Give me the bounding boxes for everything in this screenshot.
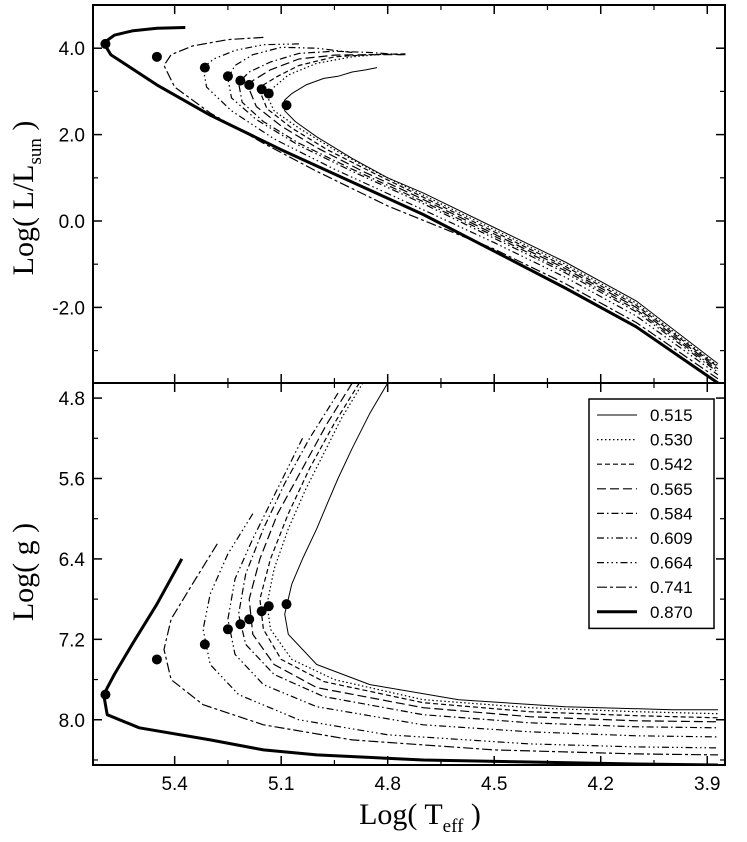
y-axis-label-luminosity-main: Log( L/L <box>7 165 40 276</box>
series-marker-0.542 <box>256 606 267 617</box>
series-marker-0.609 <box>222 624 233 635</box>
legend-label-0.741: 0.741 <box>650 578 693 597</box>
legend-label-0.565: 0.565 <box>650 480 693 499</box>
x-axis-label-main: Log( T <box>359 798 443 831</box>
x-axis-label-sub: eff <box>443 816 464 837</box>
y-tick-label: 0.0 <box>59 212 85 233</box>
y-tick-label: -2.0 <box>52 298 85 319</box>
series-line-0.609 <box>227 46 719 373</box>
series-line-0.664 <box>202 43 719 376</box>
x-axis-label-end: ) <box>463 798 481 831</box>
y-axis-label-luminosity-sub: sun <box>25 138 46 165</box>
series-marker-0.870 <box>100 38 111 49</box>
series-line-0.584 <box>238 392 718 729</box>
series-line-0.609 <box>227 438 718 738</box>
series-marker-0.741 <box>151 654 162 665</box>
series-marker-0.515 <box>281 100 292 111</box>
surface-gravity-panel: 5.4 5.1 4.8 4.5 4.2 3.94.85.66.47.28.00.5150.… <box>59 382 726 795</box>
series-marker-0.565 <box>244 79 255 90</box>
series-marker-0.870 <box>100 689 111 700</box>
legend: 0.515 0.530 0.542 0.565 0.584 0.609 0.664 0.741… <box>588 398 715 630</box>
series-marker-0.530 <box>263 601 274 612</box>
series-marker-0.609 <box>222 71 233 82</box>
series-line-0.664 <box>202 513 718 749</box>
y-tick-label: 4.0 <box>59 39 85 60</box>
series-marker-0.565 <box>244 614 255 625</box>
legend-label-0.664: 0.664 <box>650 554 693 573</box>
series-line-0.542 <box>259 53 719 368</box>
legend-box <box>588 398 715 630</box>
x-tick-label: 4.5 <box>481 774 507 795</box>
legend-label-0.542: 0.542 <box>650 455 693 474</box>
x-tick-label: 4.2 <box>588 774 614 795</box>
y-axis-label-luminosity-end: ) <box>7 121 40 139</box>
series-group <box>102 26 719 383</box>
y-tick-label: 5.6 <box>59 470 85 491</box>
series-line-0.515 <box>284 383 718 711</box>
series-line-0.870 <box>102 26 719 383</box>
series-line-0.741 <box>163 543 718 756</box>
y-tick-label: 8.0 <box>59 711 85 732</box>
legend-label-0.530: 0.530 <box>650 431 693 450</box>
luminosity-panel: 4.0 2.0 0.0 -2.0 <box>52 4 726 384</box>
series-line-0.515 <box>284 67 719 364</box>
y-tick-label: 2.0 <box>59 126 85 147</box>
series-marker-0.664 <box>199 639 210 650</box>
series-marker-0.664 <box>199 62 210 73</box>
series-marker-0.515 <box>281 599 292 610</box>
legend-label-0.870: 0.870 <box>650 603 693 622</box>
series-line-0.565 <box>248 54 719 370</box>
legend-label-0.609: 0.609 <box>650 529 693 548</box>
series-line-0.584 <box>238 50 719 371</box>
plot-frame <box>92 4 726 384</box>
series-line-0.741 <box>163 36 719 380</box>
series-line-0.530 <box>266 53 719 367</box>
series-line-0.565 <box>248 383 718 723</box>
series-marker-0.741 <box>151 51 162 62</box>
x-tick-label: 3.9 <box>694 774 720 795</box>
legend-label-0.584: 0.584 <box>650 504 693 523</box>
x-tick-label: 5.4 <box>161 774 188 795</box>
series-marker-0.584 <box>235 75 246 86</box>
series-marker-0.584 <box>235 619 246 630</box>
y-tick-label: 6.4 <box>59 550 86 571</box>
series-line-0.542 <box>259 383 718 719</box>
series-marker-0.542 <box>256 84 267 95</box>
y-axis-label-gravity: Log( g ) <box>7 523 40 621</box>
y-axis-label-luminosity: Log( L/Lsun ) <box>7 121 46 276</box>
plot-frame <box>92 382 726 766</box>
x-axis-label: Log( Teff ) <box>359 798 481 837</box>
legend-label-0.515: 0.515 <box>650 406 693 425</box>
x-tick-label: 4.8 <box>374 774 400 795</box>
series-group <box>102 383 718 765</box>
y-tick-label: 4.8 <box>59 389 85 410</box>
x-tick-label: 5.1 <box>268 774 294 795</box>
series-line-0.870 <box>102 558 718 765</box>
y-tick-label: 7.2 <box>59 630 85 651</box>
